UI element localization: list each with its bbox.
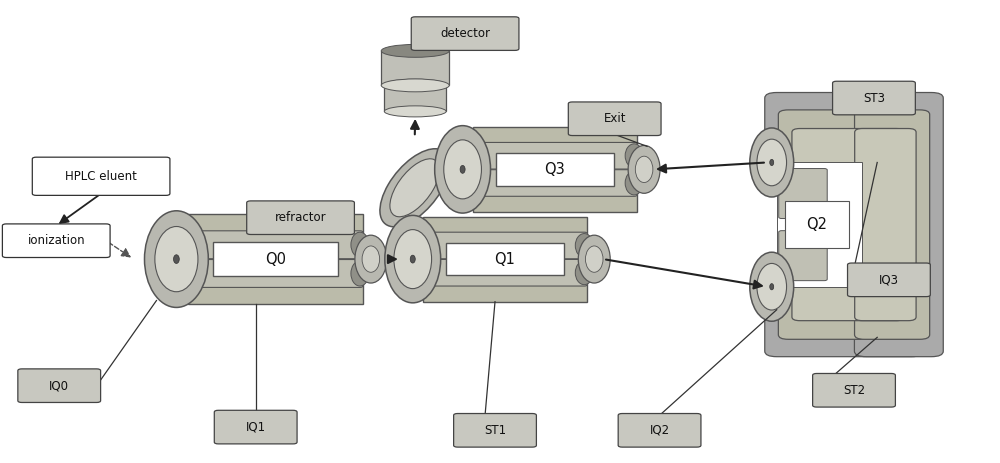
Ellipse shape xyxy=(578,235,610,283)
Bar xyxy=(777,163,862,287)
Ellipse shape xyxy=(174,255,179,263)
Ellipse shape xyxy=(390,159,440,217)
FancyBboxPatch shape xyxy=(778,282,914,339)
Ellipse shape xyxy=(417,261,435,285)
Text: Q3: Q3 xyxy=(544,162,565,177)
Ellipse shape xyxy=(385,215,441,303)
Ellipse shape xyxy=(585,246,603,272)
FancyBboxPatch shape xyxy=(765,93,923,168)
Ellipse shape xyxy=(182,261,200,286)
FancyBboxPatch shape xyxy=(18,369,101,402)
Ellipse shape xyxy=(757,139,787,186)
FancyBboxPatch shape xyxy=(411,17,519,50)
Bar xyxy=(381,51,449,85)
FancyBboxPatch shape xyxy=(618,413,701,447)
FancyBboxPatch shape xyxy=(188,231,363,259)
Bar xyxy=(446,243,564,275)
Ellipse shape xyxy=(628,145,660,193)
Ellipse shape xyxy=(625,171,643,195)
Ellipse shape xyxy=(467,171,485,195)
Ellipse shape xyxy=(381,79,449,92)
Bar xyxy=(384,85,446,112)
Ellipse shape xyxy=(757,263,787,310)
Ellipse shape xyxy=(467,144,485,168)
Ellipse shape xyxy=(381,44,449,57)
Text: ST1: ST1 xyxy=(484,424,506,437)
FancyBboxPatch shape xyxy=(778,110,914,167)
Ellipse shape xyxy=(635,156,653,182)
FancyBboxPatch shape xyxy=(454,413,536,447)
Text: HPLC eluent: HPLC eluent xyxy=(65,170,137,183)
Text: Exit: Exit xyxy=(603,112,626,125)
FancyBboxPatch shape xyxy=(854,93,943,357)
Text: IQ1: IQ1 xyxy=(246,420,266,433)
FancyBboxPatch shape xyxy=(2,224,110,257)
Ellipse shape xyxy=(384,106,446,117)
Bar xyxy=(423,217,587,302)
Text: ST3: ST3 xyxy=(863,92,885,105)
Text: IQ3: IQ3 xyxy=(879,273,899,286)
FancyBboxPatch shape xyxy=(813,374,895,407)
Ellipse shape xyxy=(351,261,369,286)
Ellipse shape xyxy=(362,246,380,272)
Text: Q1: Q1 xyxy=(495,251,515,267)
Ellipse shape xyxy=(770,159,774,166)
Ellipse shape xyxy=(182,232,200,257)
Ellipse shape xyxy=(750,128,794,197)
Ellipse shape xyxy=(351,232,369,257)
FancyBboxPatch shape xyxy=(32,157,170,195)
FancyBboxPatch shape xyxy=(765,281,923,357)
Ellipse shape xyxy=(417,233,435,257)
FancyBboxPatch shape xyxy=(855,110,930,339)
Text: Q2: Q2 xyxy=(807,217,828,232)
FancyBboxPatch shape xyxy=(423,259,587,286)
Text: IQ2: IQ2 xyxy=(649,424,670,437)
Ellipse shape xyxy=(575,233,593,257)
Ellipse shape xyxy=(410,255,415,263)
FancyBboxPatch shape xyxy=(833,81,915,115)
FancyBboxPatch shape xyxy=(473,170,637,196)
Text: IQ0: IQ0 xyxy=(49,379,69,392)
Ellipse shape xyxy=(625,144,643,168)
FancyBboxPatch shape xyxy=(779,169,827,219)
FancyBboxPatch shape xyxy=(188,260,363,288)
Ellipse shape xyxy=(380,149,450,227)
Text: Q0: Q0 xyxy=(265,251,286,267)
Bar xyxy=(785,201,849,248)
Ellipse shape xyxy=(155,226,198,292)
Ellipse shape xyxy=(144,211,208,307)
FancyBboxPatch shape xyxy=(568,102,661,136)
Text: ST2: ST2 xyxy=(843,384,865,397)
FancyBboxPatch shape xyxy=(848,263,930,297)
Ellipse shape xyxy=(444,140,481,199)
Ellipse shape xyxy=(770,284,774,290)
Bar xyxy=(496,153,614,186)
Ellipse shape xyxy=(384,79,446,90)
FancyBboxPatch shape xyxy=(247,201,354,234)
FancyBboxPatch shape xyxy=(855,129,916,321)
Text: ionization: ionization xyxy=(27,234,85,247)
FancyBboxPatch shape xyxy=(423,232,587,259)
Ellipse shape xyxy=(460,165,465,173)
FancyBboxPatch shape xyxy=(473,143,637,169)
FancyBboxPatch shape xyxy=(214,410,297,444)
Bar xyxy=(473,127,637,212)
Ellipse shape xyxy=(394,230,432,288)
Text: detector: detector xyxy=(440,27,490,40)
Bar xyxy=(188,214,363,304)
FancyBboxPatch shape xyxy=(792,283,904,321)
Text: refractor: refractor xyxy=(275,211,326,224)
Ellipse shape xyxy=(435,125,491,213)
Ellipse shape xyxy=(750,252,794,321)
Ellipse shape xyxy=(575,261,593,285)
FancyBboxPatch shape xyxy=(779,231,827,281)
Ellipse shape xyxy=(355,235,387,283)
FancyBboxPatch shape xyxy=(792,129,904,166)
Bar xyxy=(213,242,338,276)
